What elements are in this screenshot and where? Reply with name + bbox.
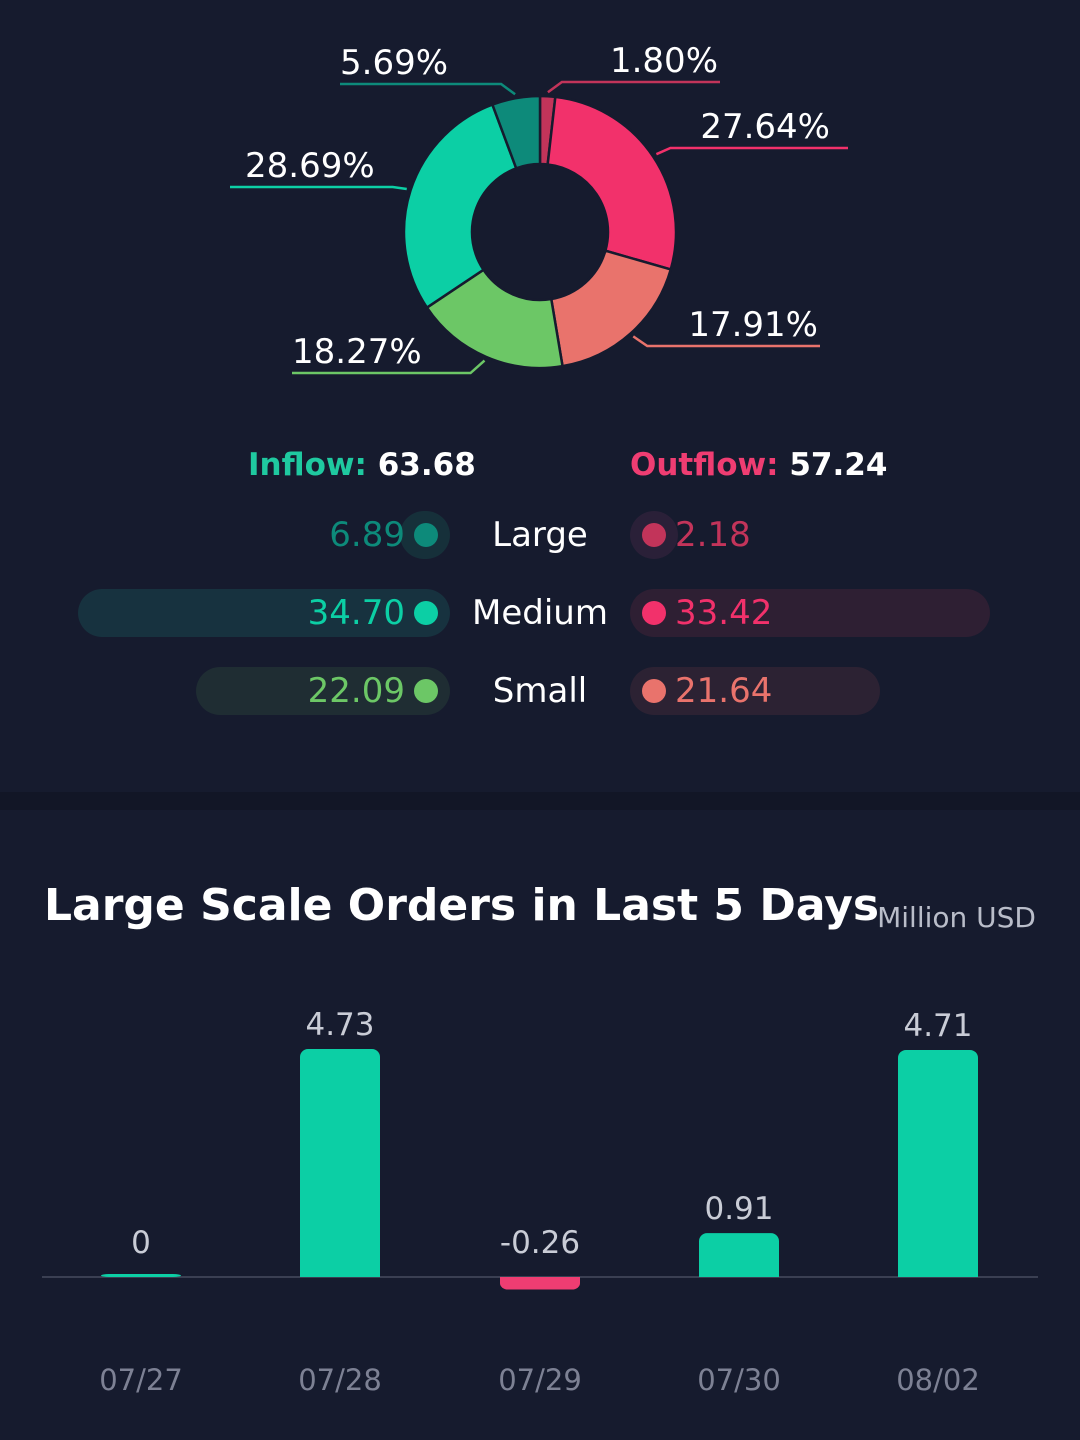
donut-slice — [425, 268, 564, 370]
bar-value-label: 0.91 — [704, 1191, 773, 1227]
donut-chart: 1.80% 27.64% 17.91% 18.27% 28.69% 5.69% — [230, 41, 848, 375]
large-inflow-value: 6.89 — [329, 515, 405, 555]
small-outflow-value: 21.64 — [675, 671, 773, 711]
small-inflow-dot — [414, 679, 438, 703]
bar-chart-title: Large Scale Orders in Last 5 Days — [44, 880, 880, 931]
donut-leader-line — [340, 82, 516, 96]
outflow-value: 57.24 — [789, 447, 888, 483]
medium-outflow-value: 33.42 — [675, 593, 773, 633]
medium-inflow-bar — [78, 589, 450, 637]
small-outflow-dot — [642, 679, 666, 703]
donut-slice — [549, 249, 673, 368]
bar — [300, 1049, 380, 1277]
medium-inflow-value: 34.70 — [307, 593, 405, 633]
bar-base — [300, 1269, 380, 1277]
donut-slice-label: 27.64% — [700, 107, 830, 147]
small-inflow-bar — [196, 667, 450, 715]
donut-leader-line — [632, 335, 820, 348]
x-tick-label: 07/28 — [298, 1363, 382, 1397]
donut-slice — [490, 94, 542, 170]
bar-chart-unit: Million USD — [877, 901, 1036, 934]
inflow-value: 63.68 — [377, 447, 476, 483]
bar-chart: 0 07/27 4.73 07/28 -0.26 07/29 0.91 07/30 4.71 08… — [42, 1007, 1038, 1397]
row-label-large: Large — [492, 515, 588, 555]
donut-leader-line — [547, 80, 720, 94]
medium-outflow-bar — [630, 589, 990, 637]
bar-value-label: 4.71 — [903, 1008, 972, 1044]
capital-flow-panel: 1.80% 27.64% 17.91% 18.27% 28.69% 5.69% Inflo… — [78, 41, 990, 715]
x-tick-label: 08/02 — [896, 1363, 980, 1397]
bar — [898, 1049, 978, 1277]
outflow-label: Outflow: — [630, 447, 779, 483]
x-tick-label: 07/27 — [99, 1363, 183, 1397]
x-tick-label: 07/30 — [697, 1363, 781, 1397]
bar-base — [699, 1269, 779, 1277]
donut-slice-label: 1.80% — [610, 41, 718, 81]
bar-base — [500, 1277, 580, 1283]
small-inflow-value: 22.09 — [307, 671, 405, 711]
outflow-summary: Outflow: 57.24 — [630, 444, 887, 486]
donut-leader-line — [230, 185, 407, 191]
row-label-small: Small — [492, 671, 588, 711]
row-label-medium: Medium — [472, 593, 608, 633]
donut-slice — [546, 95, 678, 271]
bar — [101, 1274, 181, 1277]
donut-slice-label: 5.69% — [340, 43, 448, 83]
small-outflow-bar — [630, 667, 880, 715]
large-outflow-value: 2.18 — [675, 515, 751, 555]
donut-slice — [402, 102, 518, 310]
bar-value-label: 0 — [131, 1225, 151, 1261]
bar-base — [898, 1269, 978, 1277]
donut-leader-line — [655, 146, 848, 156]
inflow-label: Inflow: — [248, 447, 367, 483]
section-divider — [0, 792, 1080, 810]
large-outflow-dot — [642, 523, 666, 547]
bar-value-label: -0.26 — [500, 1225, 580, 1261]
donut-slice-label: 17.91% — [688, 305, 818, 345]
medium-inflow-dot — [414, 601, 438, 625]
inflow-summary: Inflow: 63.68 — [248, 444, 476, 486]
large-inflow-dot — [414, 523, 438, 547]
bar-value-label: 4.73 — [305, 1007, 374, 1043]
x-tick-label: 07/29 — [498, 1363, 582, 1397]
donut-slice-label: 18.27% — [292, 332, 422, 372]
donut-leader-line — [292, 359, 486, 375]
bar — [699, 1233, 779, 1277]
medium-outflow-dot — [642, 601, 666, 625]
donut-slice-label: 28.69% — [245, 146, 375, 186]
